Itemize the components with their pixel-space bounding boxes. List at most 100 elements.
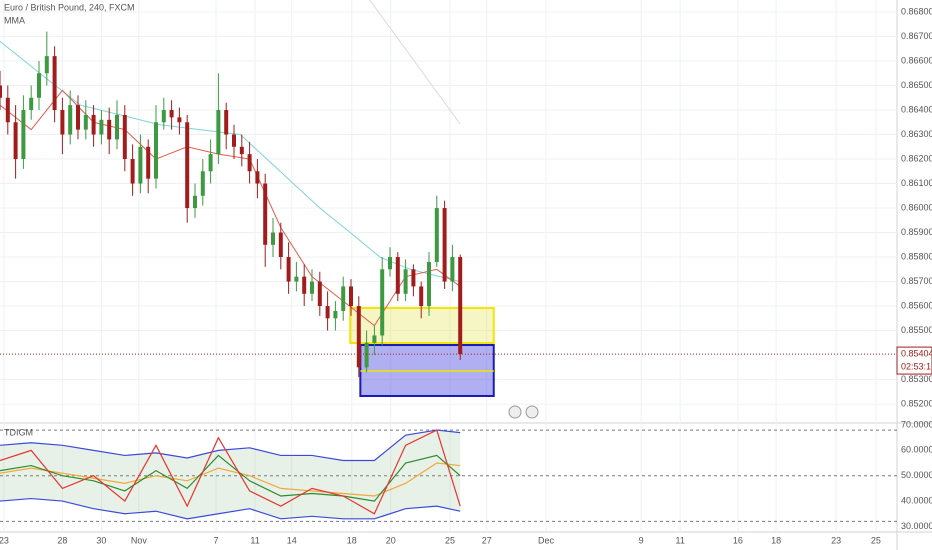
candle-body bbox=[419, 286, 424, 307]
y-tick-label: 60.00000 bbox=[901, 445, 932, 455]
candle-body bbox=[395, 257, 400, 294]
candle-body bbox=[13, 122, 18, 160]
y-tick-label: 0.85800 bbox=[901, 251, 932, 261]
candle-body bbox=[99, 119, 104, 135]
y-tick-label: 0.86000 bbox=[901, 202, 932, 212]
candle-body bbox=[271, 232, 275, 245]
y-tick-label: 0.85300 bbox=[901, 374, 932, 384]
lower-band bbox=[0, 497, 461, 520]
candle-body bbox=[442, 208, 447, 282]
x-tick-label: 7 bbox=[214, 535, 219, 545]
candle-body bbox=[278, 232, 283, 258]
x-tick-label: 20 bbox=[386, 535, 396, 545]
candle-body bbox=[21, 110, 26, 160]
candle-body bbox=[83, 114, 88, 130]
rsi bbox=[0, 429, 461, 515]
y-tick-label: 0.85500 bbox=[901, 325, 932, 335]
candle-body bbox=[356, 306, 361, 368]
price-line bbox=[0, 454, 461, 502]
x-tick-label: 23 bbox=[831, 535, 841, 545]
pane-title: TDIGM bbox=[4, 427, 33, 437]
icon[interactable] bbox=[508, 405, 522, 419]
x-tick-label: 11 bbox=[675, 535, 684, 545]
candle-body bbox=[76, 105, 80, 130]
x-tick-label: 18 bbox=[347, 535, 357, 545]
y-tick-label: 0.86800 bbox=[901, 6, 932, 16]
candle-body bbox=[310, 281, 314, 294]
candle-body bbox=[107, 119, 112, 140]
x-tick-label: 18 bbox=[771, 535, 781, 545]
candle-body bbox=[411, 269, 416, 287]
candle-body bbox=[146, 146, 151, 179]
candle-body bbox=[68, 105, 73, 135]
candle-body bbox=[208, 154, 213, 172]
y-tick-label: 0.86500 bbox=[901, 80, 932, 90]
candle-body bbox=[427, 261, 431, 307]
candle-body bbox=[372, 335, 377, 343]
supply-zone bbox=[349, 307, 495, 345]
candle-body bbox=[458, 257, 463, 355]
x-tick-label: Nov bbox=[131, 535, 148, 545]
y-tick-label: 0.86600 bbox=[901, 55, 932, 65]
y-tick-label: 40.00000 bbox=[901, 495, 932, 505]
x-tick-label: 23 bbox=[0, 535, 9, 545]
candle-body bbox=[255, 171, 260, 184]
candle-body bbox=[154, 122, 158, 179]
y-tick-label: 0.85200 bbox=[901, 398, 932, 408]
candle-body bbox=[130, 159, 135, 184]
y-tick-label: 0.85700 bbox=[901, 276, 932, 286]
candle-body bbox=[349, 286, 353, 307]
candle-body bbox=[286, 257, 291, 282]
candle-body bbox=[52, 56, 57, 111]
y-tick-label: 0.86300 bbox=[901, 129, 932, 139]
indicator-label: MMA bbox=[4, 15, 25, 25]
candle-body bbox=[60, 110, 65, 135]
candle-body bbox=[5, 97, 10, 123]
x-tick-label: 30 bbox=[96, 535, 106, 545]
x-tick-label: 27 bbox=[482, 535, 492, 545]
x-tick-label: 11 bbox=[250, 535, 259, 545]
icons[interactable] bbox=[508, 405, 539, 419]
x-tick-label: 25 bbox=[871, 535, 881, 545]
candle-body bbox=[380, 269, 385, 336]
x-tick-label: Dec bbox=[538, 535, 555, 545]
y-tick-label: 0.86400 bbox=[901, 104, 932, 114]
candle-body bbox=[224, 110, 229, 135]
candle-body bbox=[263, 183, 268, 245]
y-tick-label: 30.00000 bbox=[901, 521, 932, 531]
candle-body bbox=[161, 110, 166, 123]
y-tick-label: 0.86200 bbox=[901, 153, 932, 163]
candle-body bbox=[200, 171, 205, 196]
y-tick-label: 0.85900 bbox=[901, 227, 932, 237]
candle-body bbox=[91, 114, 96, 135]
y-tick-label: 70.00000 bbox=[901, 419, 932, 429]
signal bbox=[0, 462, 461, 497]
candle-body bbox=[37, 73, 41, 98]
candle-body bbox=[388, 257, 392, 270]
candle-body bbox=[177, 117, 182, 123]
x-tick-label: 14 bbox=[287, 535, 297, 545]
trend-line bbox=[369, 0, 461, 125]
x-tick-label: 9 bbox=[639, 535, 644, 545]
candle-body bbox=[341, 286, 346, 311]
current-price-box bbox=[896, 346, 932, 375]
candle-body bbox=[247, 154, 252, 172]
icon[interactable] bbox=[525, 405, 539, 419]
x-tick-label: 25 bbox=[445, 535, 455, 545]
candle-body bbox=[239, 146, 244, 155]
y-tick-label: 0.85600 bbox=[901, 300, 932, 310]
candle-body bbox=[450, 257, 455, 282]
candle-body bbox=[138, 146, 143, 184]
y-tick-label: 0.86100 bbox=[901, 178, 932, 188]
candle-body bbox=[169, 110, 174, 118]
x-tick-label: 16 bbox=[733, 535, 743, 545]
upper-band bbox=[0, 429, 461, 462]
candle-body bbox=[302, 276, 307, 294]
candle-body bbox=[185, 122, 190, 209]
candle-body bbox=[29, 97, 34, 111]
candle-body bbox=[0, 85, 2, 98]
candle-body bbox=[364, 342, 369, 368]
candle-body bbox=[193, 195, 197, 209]
